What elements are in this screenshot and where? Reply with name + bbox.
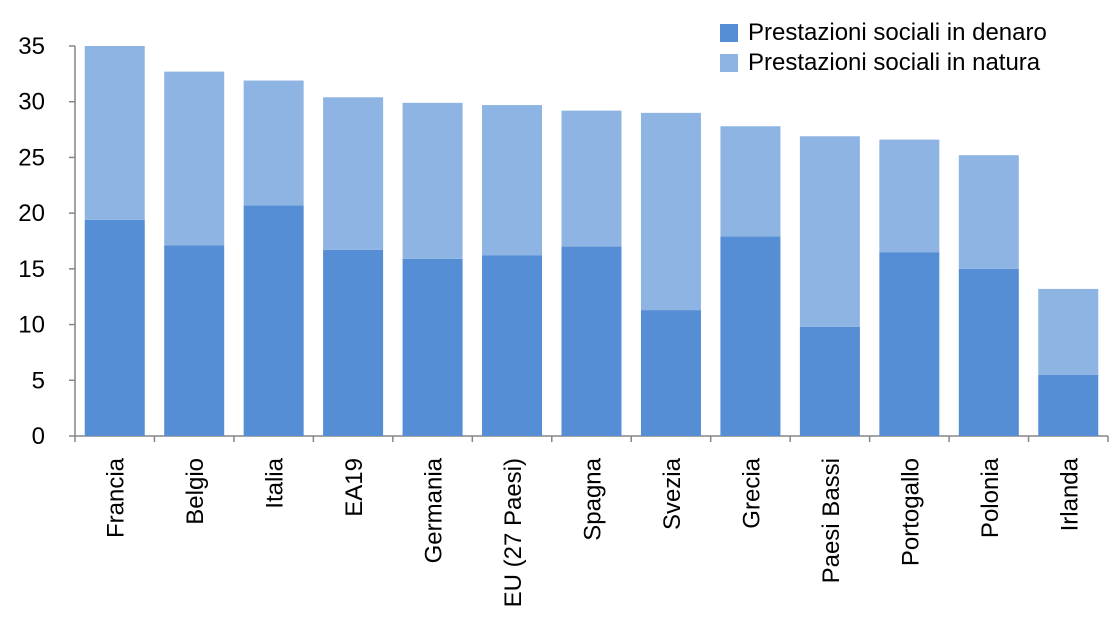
x-category-label: EA19	[341, 458, 368, 517]
bar-denaro-6	[561, 246, 622, 436]
bar-natura-4	[402, 102, 463, 259]
bar-denaro-5	[482, 255, 543, 436]
x-category-label: Svezia	[659, 457, 686, 530]
bar-denaro-8	[720, 236, 781, 436]
legend-swatch-1	[720, 54, 738, 72]
bar-denaro-12	[1038, 374, 1099, 436]
x-category-label: Paesi Bassi	[818, 458, 845, 583]
bar-natura-0	[84, 46, 145, 220]
x-category-label: Francia	[103, 457, 130, 538]
bar-denaro-7	[640, 310, 701, 436]
y-tick-labels: 0 5 10 15 20 25 30 35	[18, 33, 45, 450]
legend-swatch-0	[720, 24, 738, 42]
bar-natura-2	[243, 80, 304, 206]
bar-denaro-0	[84, 219, 145, 436]
x-category-labels: Francia Belgio Italia EA19 Germania EU (27 Pa…	[103, 457, 1084, 607]
bar-denaro-9	[799, 326, 860, 436]
bar-natura-8	[720, 126, 781, 237]
x-category-label: Belgio	[182, 458, 209, 525]
bar-natura-12	[1038, 288, 1099, 375]
legend-label-0: Prestazioni sociali in denaro	[748, 19, 1047, 46]
bar-natura-1	[164, 71, 225, 246]
x-category-label: Portogallo	[897, 458, 924, 566]
bar-denaro-11	[958, 268, 1019, 436]
bar-denaro-2	[243, 205, 304, 436]
bar-natura-5	[482, 105, 543, 256]
bar-natura-7	[640, 112, 701, 311]
bar-natura-11	[958, 155, 1019, 269]
bar-denaro-10	[879, 252, 940, 436]
x-category-label: Italia	[262, 457, 289, 508]
x-category-label: Irlanda	[1056, 457, 1083, 531]
legend: Prestazioni sociali in denaro Prestazioni…	[720, 19, 1047, 76]
bar-natura-10	[879, 139, 940, 253]
bar-denaro-1	[164, 245, 225, 436]
x-category-label: Spagna	[580, 457, 607, 540]
y-tick-label: 20	[18, 200, 45, 227]
bar-natura-6	[561, 110, 622, 247]
y-tick-label: 15	[18, 256, 45, 283]
y-tick-label: 25	[18, 144, 45, 171]
y-tick-label: 35	[18, 33, 45, 60]
x-category-label: Polonia	[977, 457, 1004, 538]
bar-natura-9	[799, 136, 860, 327]
bar-natura-3	[323, 97, 384, 250]
bars	[84, 46, 1099, 436]
y-tick-label: 10	[18, 312, 45, 339]
x-category-label: Grecia	[738, 457, 765, 528]
y-tick-label: 5	[32, 367, 45, 394]
y-tick-label: 30	[18, 89, 45, 116]
bar-denaro-3	[323, 249, 384, 436]
y-tick-label: 0	[32, 423, 45, 450]
x-category-label: Germania	[421, 457, 448, 563]
x-category-label: EU (27 Paesi)	[500, 458, 527, 607]
legend-label-1: Prestazioni sociali in natura	[748, 49, 1041, 76]
bar-denaro-4	[402, 258, 463, 436]
